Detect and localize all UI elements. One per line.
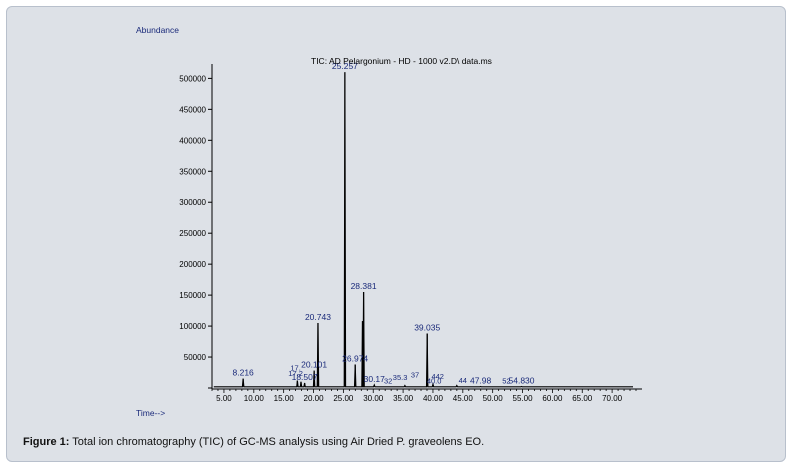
- peak-label: 25.257: [332, 61, 358, 71]
- y-tick-label: 150000: [179, 291, 206, 300]
- x-tick-label: 15.00: [274, 394, 295, 403]
- peak-label: 20.101: [301, 360, 327, 370]
- peak-label: 54.830: [509, 375, 535, 385]
- x-tick-label: 70.00: [602, 394, 623, 403]
- x-tick-label: 35.00: [393, 394, 414, 403]
- y-tick-label: 250000: [179, 229, 206, 238]
- overlapping-peak-label: 17.2: [288, 369, 303, 378]
- overlapping-peak-label: 35.3: [393, 373, 408, 382]
- x-tick-label: 60.00: [542, 394, 563, 403]
- figure-frame: [6, 6, 786, 462]
- y-tick-label: 500000: [179, 74, 206, 83]
- x-tick-label: 25.00: [333, 394, 354, 403]
- peak-label: 20.743: [305, 312, 331, 322]
- y-axis-label: Abundance: [136, 25, 179, 35]
- tic-trace: [213, 72, 633, 388]
- tic-trace-line: [213, 72, 633, 388]
- x-tick-label: 65.00: [572, 394, 593, 403]
- axes: 50000 100000 150000 200000 250000 300000 35000…: [179, 64, 642, 403]
- x-tick-label: 20.00: [304, 394, 325, 403]
- caption-text: Total ion chromatography (TIC) of GC-MS …: [69, 436, 485, 448]
- overlapping-peak-label: 40.0: [427, 377, 442, 386]
- peak-label: 26.974: [342, 353, 368, 363]
- peak-labels: 8.216 18.507 20.101 20.743 25.257 26.974 28.38…: [233, 61, 535, 385]
- tic-chromatogram-chart: 50000 100000 150000 200000 250000 300000 35000…: [136, 25, 642, 418]
- x-tick-label: 55.00: [513, 394, 534, 403]
- peak-label: 18.507: [292, 372, 318, 382]
- overlapping-peak-label: 32: [384, 377, 392, 386]
- y-tick-label: 350000: [179, 167, 206, 176]
- y-tick-label: 450000: [179, 105, 206, 114]
- y-tick-label: 200000: [179, 260, 206, 269]
- overlapping-peak-label: 44: [459, 376, 467, 385]
- y-tick-label: 100000: [179, 322, 206, 331]
- x-tick-label: 50.00: [483, 394, 504, 403]
- overlapping-peak-label: 52: [502, 377, 510, 386]
- peak-label: 28.381: [351, 281, 377, 291]
- y-tick-label: 300000: [179, 198, 206, 207]
- x-tick-label: 10.00: [244, 394, 265, 403]
- peak-label: 30.17: [364, 374, 386, 384]
- x-axis-label: Time-->: [136, 408, 165, 418]
- peak-label: 47.98: [470, 375, 492, 385]
- overlapping-peak-label: 442: [431, 372, 444, 381]
- peak-label: 8.216: [233, 368, 255, 378]
- x-tick-label: 5.00: [216, 394, 232, 403]
- peak-label: 39.035: [414, 323, 440, 333]
- y-tick-label: 50000: [184, 353, 207, 362]
- figure-caption: Figure 1: Total ion chromatography (TIC)…: [23, 436, 484, 448]
- chart-title: TIC: AD Pelargonium - HD - 1000 v2.D\ da…: [311, 56, 492, 66]
- caption-label: Figure 1:: [23, 436, 70, 448]
- x-tick-label: 45.00: [453, 394, 474, 403]
- y-tick-label: 400000: [179, 136, 206, 145]
- overlapping-peak-label: 37: [411, 370, 419, 379]
- x-tick-label: 40.00: [423, 394, 444, 403]
- x-tick-label: 30.00: [363, 394, 384, 403]
- overlapping-peak-label: 17.: [290, 364, 300, 373]
